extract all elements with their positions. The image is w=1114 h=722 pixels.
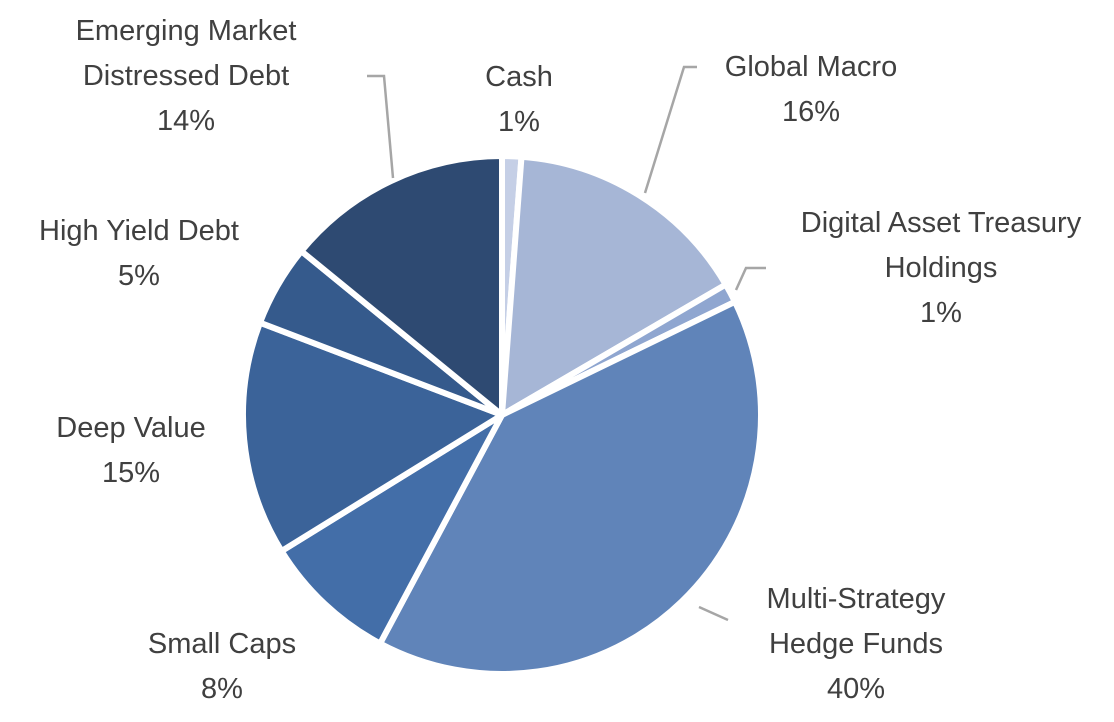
slice-percent: 5% (118, 260, 160, 292)
slice-multi-strategy-hedge-funds (377, 298, 764, 677)
pie-slices (240, 153, 764, 677)
slice-label-deep-value: Deep Value 15% (56, 412, 205, 489)
slice-percent: 1% (498, 106, 540, 138)
slice-small-caps (278, 412, 505, 647)
slice-percent: 14% (157, 105, 215, 137)
leader-line-multi-strategy-hedge-funds (698, 605, 729, 622)
leader-lines (367, 65, 766, 622)
slice-label-digital-asset-treasury-holdings: Digital Asset Treasury Holdings 1% (801, 207, 1082, 329)
slice-deep-value (240, 319, 505, 555)
slice-label-cash: Cash 1% (485, 61, 553, 138)
slice-name: High Yield Debt (39, 215, 239, 247)
slice-name: Multi-Strategy (767, 583, 946, 615)
slice-name: Deep Value (56, 412, 205, 444)
leader-line-emerging-market-distressed-debt (367, 74, 395, 179)
slice-emerging-market-distressed-debt (298, 153, 505, 418)
slice-label-high-yield-debt: High Yield Debt 5% (39, 215, 239, 292)
slice-labels: Cash 1% Global Macro 16% Digital Asset Treas… (39, 15, 1082, 705)
slice-label-global-macro: Global Macro 16% (725, 51, 897, 128)
slice-name: Global Macro (725, 51, 897, 83)
slice-name: Distressed Debt (83, 60, 289, 92)
slice-label-multi-strategy-hedge-funds: Multi-Strategy Hedge Funds 40% (767, 583, 946, 705)
slice-global-macro (499, 153, 729, 418)
slice-percent: 15% (102, 457, 160, 489)
slice-name: Emerging Market (76, 15, 297, 47)
slice-percent: 16% (782, 96, 840, 128)
slice-percent: 8% (201, 673, 243, 705)
leader-line-digital-asset-treasury-holdings (734, 266, 766, 291)
leader-line-global-macro (643, 65, 697, 194)
slice-name: Hedge Funds (769, 628, 943, 660)
slice-percent: 1% (920, 297, 962, 329)
slice-name: Holdings (885, 252, 998, 284)
slice-name: Small Caps (148, 628, 296, 660)
slice-label-emerging-market-distressed-debt: Emerging Market Distressed Debt 14% (76, 15, 297, 137)
slice-name: Digital Asset Treasury (801, 207, 1082, 239)
slice-label-small-caps: Small Caps 8% (148, 628, 296, 705)
slice-name: Cash (485, 61, 553, 93)
slice-percent: 40% (827, 673, 885, 705)
